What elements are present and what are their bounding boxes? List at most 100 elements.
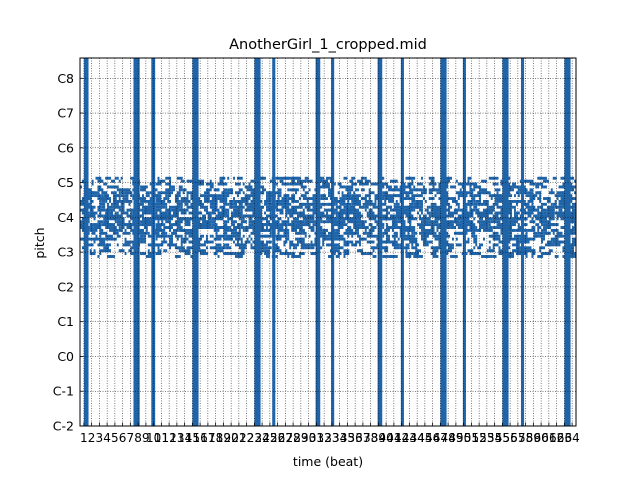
- note: [421, 199, 423, 203]
- note: [545, 231, 551, 235]
- note: [120, 205, 125, 209]
- note: [173, 228, 179, 232]
- note: [554, 240, 557, 244]
- note: [444, 208, 447, 212]
- note: [142, 197, 146, 200]
- note: [180, 243, 183, 247]
- note: [246, 194, 249, 198]
- note: [455, 202, 460, 206]
- note: [335, 246, 338, 250]
- note: [159, 228, 166, 232]
- note: [258, 226, 265, 229]
- note: [430, 208, 437, 212]
- note: [233, 208, 239, 212]
- note: [502, 220, 507, 224]
- note: [89, 223, 96, 227]
- note: [341, 223, 348, 227]
- note: [343, 252, 350, 256]
- note: [349, 240, 354, 244]
- note: [235, 237, 241, 241]
- note: [362, 205, 365, 209]
- note: [539, 205, 544, 209]
- note: [539, 234, 545, 238]
- note: [173, 188, 175, 192]
- note: [316, 199, 321, 203]
- note: [174, 199, 181, 203]
- note: [97, 243, 104, 247]
- note: [386, 194, 389, 198]
- note: [298, 197, 301, 200]
- note: [180, 205, 183, 209]
- note: [357, 202, 361, 206]
- note: [496, 243, 499, 247]
- note: [81, 246, 86, 250]
- note: [514, 205, 516, 209]
- note: [448, 246, 454, 250]
- note: [370, 240, 373, 244]
- note: [138, 182, 141, 186]
- note: [510, 252, 513, 256]
- note: [574, 202, 576, 206]
- note: [324, 237, 328, 241]
- note: [552, 217, 555, 221]
- note: [138, 194, 141, 198]
- note: [382, 255, 387, 258]
- note: [527, 191, 532, 195]
- note: [81, 211, 84, 215]
- note: [442, 194, 449, 198]
- note: [196, 220, 199, 224]
- note: [407, 197, 410, 200]
- note: [229, 237, 232, 241]
- note: [300, 194, 307, 198]
- note: [267, 202, 274, 206]
- note: [312, 223, 315, 227]
- note: [275, 182, 278, 186]
- note: [504, 237, 511, 241]
- note: [467, 249, 474, 253]
- note: [198, 249, 204, 253]
- note: [409, 214, 414, 218]
- note: [242, 243, 247, 247]
- note: [529, 205, 536, 209]
- note: [556, 255, 559, 258]
- note: [291, 211, 297, 215]
- note: [202, 249, 206, 253]
- note: [490, 208, 495, 212]
- note: [473, 199, 476, 203]
- note: [446, 214, 452, 218]
- note: [452, 237, 454, 241]
- note: [122, 194, 125, 198]
- note: [347, 194, 352, 198]
- note: [566, 228, 573, 232]
- note: [81, 228, 86, 232]
- note: [331, 182, 336, 186]
- note: [256, 249, 263, 253]
- note: [422, 214, 425, 218]
- note: [213, 205, 218, 209]
- note: [502, 176, 505, 180]
- note: [424, 220, 427, 224]
- note: [335, 255, 340, 258]
- note: [523, 208, 526, 212]
- note: [240, 208, 243, 212]
- note: [411, 199, 416, 203]
- note: [142, 220, 144, 224]
- note: [467, 237, 470, 241]
- x-tick-label: 25: [262, 431, 277, 445]
- note: [138, 202, 142, 206]
- note: [393, 223, 396, 227]
- note: [492, 214, 495, 218]
- note: [359, 243, 361, 247]
- note: [539, 176, 542, 180]
- note: [347, 240, 350, 244]
- note: [498, 199, 503, 203]
- note: [411, 243, 414, 247]
- note: [145, 217, 148, 221]
- note: [415, 217, 418, 221]
- note: [494, 197, 501, 200]
- note: [83, 194, 86, 198]
- x-tick-label: 13: [169, 431, 184, 445]
- note: [364, 208, 367, 212]
- note: [438, 243, 441, 247]
- note: [258, 211, 261, 215]
